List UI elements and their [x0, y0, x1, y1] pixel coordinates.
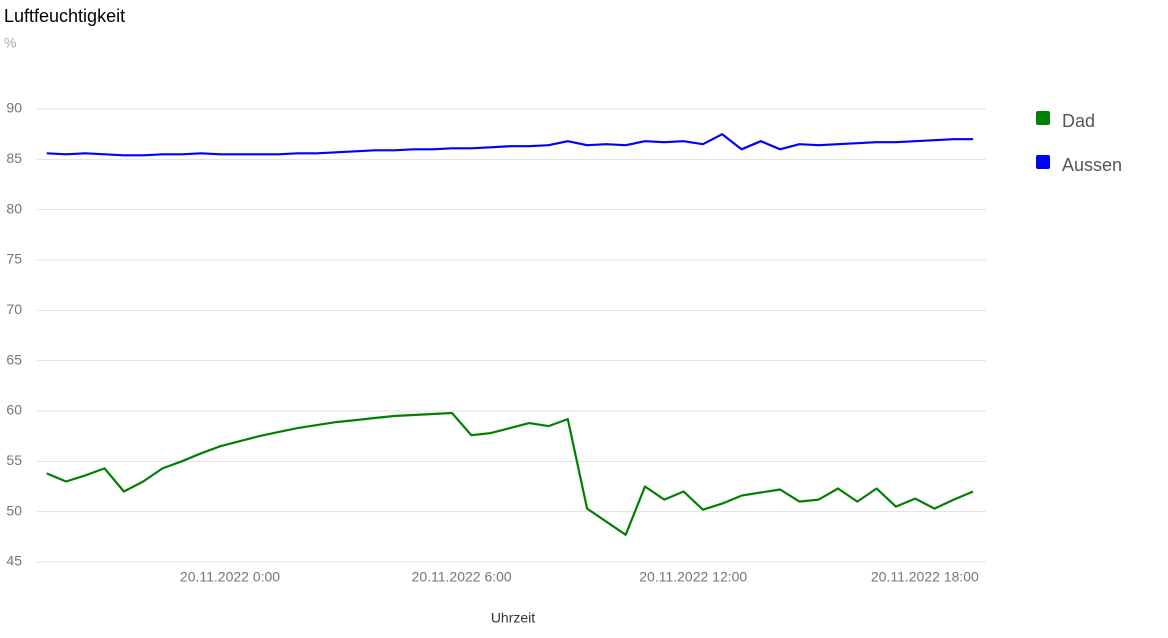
y-tick-label: 90 — [6, 100, 22, 116]
y-tick-label: 65 — [6, 351, 22, 367]
x-tick-label: 20.11.2022 6:00 — [412, 569, 512, 585]
y-tick-label: 75 — [6, 251, 22, 267]
data-line — [46, 411, 974, 536]
x-tick-label: 20.11.2022 0:00 — [180, 569, 280, 585]
y-tick-label: 60 — [6, 402, 22, 418]
y-tick-label: 85 — [6, 150, 22, 166]
legend-swatch — [1036, 111, 1050, 125]
x-tick-label: 20.11.2022 12:00 — [639, 569, 747, 585]
legend-label: Aussen — [1062, 155, 1122, 175]
chart-subtitle: % — [4, 35, 16, 51]
y-tick-label: 70 — [6, 301, 22, 317]
chart-title: Luftfeuchtigkeit — [4, 6, 125, 26]
legend-swatch — [1036, 155, 1050, 169]
x-tick-label: 20.11.2022 18:00 — [871, 569, 979, 585]
y-tick-label: 55 — [6, 452, 22, 468]
y-tick-label: 80 — [6, 200, 22, 216]
legend-label: Dad — [1062, 111, 1095, 131]
x-axis-label: Uhrzeit — [491, 610, 535, 626]
data-line — [46, 133, 974, 157]
y-tick-label: 45 — [6, 553, 22, 569]
y-tick-label: 50 — [6, 502, 22, 518]
